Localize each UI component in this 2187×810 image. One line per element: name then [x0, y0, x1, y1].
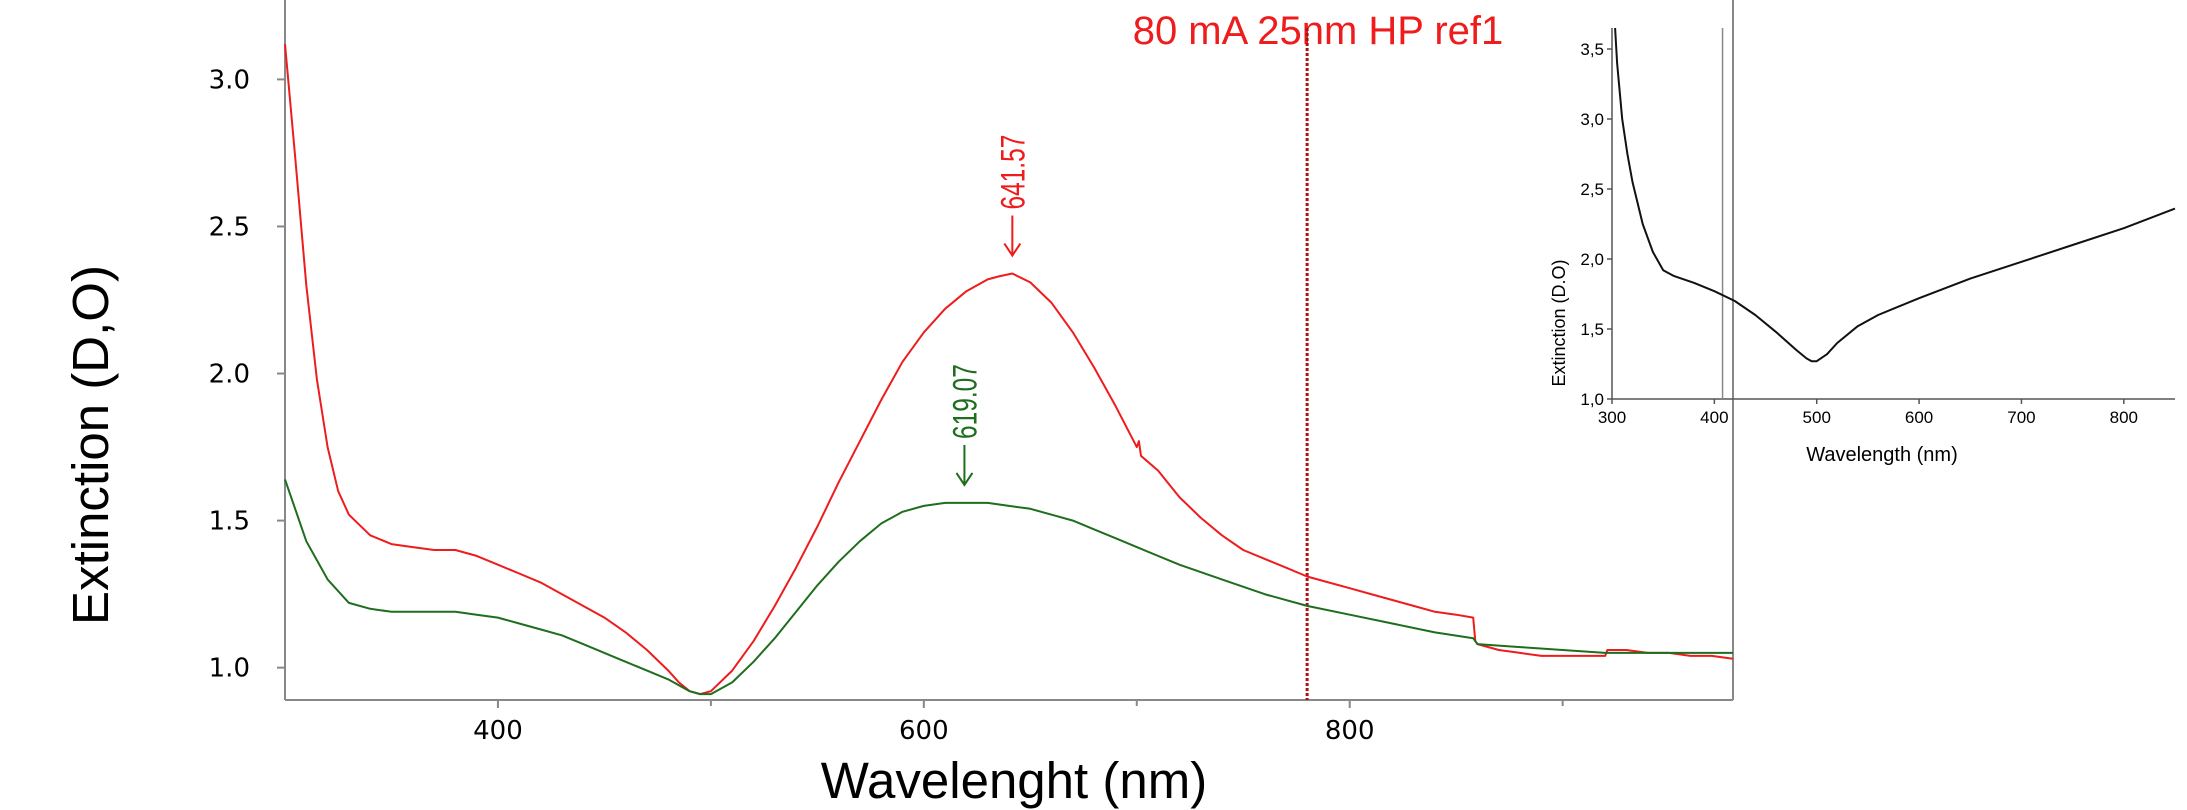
inset-axes	[1611, 28, 2175, 400]
x-axis-label: Wavelenght (nm)	[821, 752, 1207, 809]
main-series	[284, 44, 1734, 696]
y-axis-label: Extinction (D,O)	[62, 265, 119, 625]
y-tick-label: 1.0	[209, 654, 250, 684]
y-tick-label: 3.0	[209, 65, 250, 95]
inset-chart: Extinction (D.O) Wavelength (nm) 1,0 1,5 2…	[1549, 27, 2176, 466]
main-annotations: 641.57 619.07	[947, 135, 1033, 487]
inset-series	[1614, 27, 2176, 363]
main-chart: 80 mA 25nm HP ref1 Extinction (D,O) Wave…	[62, 0, 1734, 809]
x-tick-label: 600	[899, 716, 949, 746]
y-tick-label: 2.0	[209, 360, 250, 390]
inset-x-tick-label: 300	[1598, 408, 1626, 427]
peak-arrow-head	[1003, 242, 1022, 258]
inset-ticks: 1,0 1,5 2,0 2,5 3,0 3,5 300 400 500 600 700 800	[1580, 40, 2138, 427]
inset-x-tick-label: 500	[1803, 408, 1831, 427]
inset-y-tick-label: 2,0	[1580, 250, 1604, 269]
peak-annotation-red: 641.57	[995, 135, 1033, 258]
inset-x-axis-label: Wavelength (nm)	[1806, 444, 1958, 466]
inset-x-tick-label: 400	[1700, 408, 1728, 427]
peak-arrow-head	[955, 472, 974, 487]
inset-y-tick-label: 1,5	[1580, 320, 1604, 339]
main-axes	[284, 0, 1734, 701]
inset-spectrum-line	[1614, 27, 2176, 363]
inset-y-tick-label: 2,5	[1580, 180, 1604, 199]
y-tick-label: 1.5	[209, 507, 250, 537]
inset-x-tick-label: 600	[1905, 408, 1933, 427]
inset-y-tick-label: 3,5	[1580, 40, 1604, 59]
peak-annotation-green: 619.07	[947, 364, 985, 487]
peak-label: 619.07	[947, 364, 985, 439]
inset-x-tick-label: 700	[2007, 408, 2035, 427]
inset-y-tick-label: 1,0	[1580, 390, 1604, 409]
inset-y-axis-label: Extinction (D.O)	[1549, 259, 1569, 386]
main-ticks: 1.0 1.5 2.0 2.5 3.0 400 600 800	[209, 65, 1564, 746]
inset-y-tick-label: 3,0	[1580, 110, 1604, 129]
inset-x-tick-label: 800	[2110, 408, 2138, 427]
green-spectrum-line	[284, 479, 1733, 696]
peak-label: 641.57	[995, 135, 1033, 210]
x-tick-label: 400	[473, 716, 523, 746]
y-tick-label: 2.5	[209, 212, 250, 242]
x-tick-label: 800	[1325, 716, 1375, 746]
chart-title: 80 mA 25nm HP ref1	[1133, 9, 1504, 53]
